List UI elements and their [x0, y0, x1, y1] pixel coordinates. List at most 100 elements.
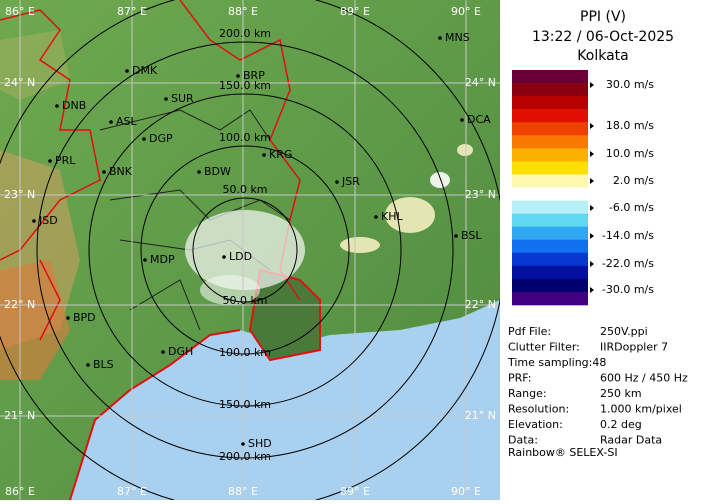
graticule [0, 0, 500, 500]
city-label: BSL [461, 229, 482, 242]
city-dot [438, 36, 442, 40]
info-key: Time sampling:48 [507, 356, 606, 369]
color-swatch [512, 226, 588, 241]
city-label: BNK [109, 165, 133, 178]
scale-label: -30.0 m/s [602, 283, 654, 296]
city-label: LDD [229, 250, 252, 263]
info-key: Pdf File: [508, 325, 551, 338]
info-key: Resolution: [508, 403, 569, 416]
lon-label: 86° E [5, 485, 35, 498]
lon-label: 88° E [228, 485, 258, 498]
city-dot [262, 153, 266, 157]
color-swatch [512, 83, 588, 97]
city-label: KHL [381, 210, 403, 223]
info-value: 600 Hz / 450 Hz [600, 372, 688, 385]
panel-footer: Rainbow® SELEX-SI [508, 446, 618, 459]
info-value: 1.000 km/pixel [600, 403, 682, 416]
city-dot [32, 219, 36, 223]
radar-echo [185, 144, 473, 305]
city-dot [335, 180, 339, 184]
color-swatch [512, 109, 588, 123]
city-dot [125, 69, 129, 73]
city-dot [460, 118, 464, 122]
color-swatch [512, 278, 588, 293]
lon-label: 87° E [117, 485, 147, 498]
city-label: ASL [116, 115, 138, 128]
info-value: 0.2 deg [600, 418, 642, 431]
panel-title: PPI (V) [580, 9, 626, 25]
lon-label: 90° E [451, 485, 481, 498]
city-label: DCA [467, 113, 491, 126]
city-label: SHD [248, 437, 272, 450]
city-label: MDP [150, 253, 175, 266]
sea [0, 300, 500, 500]
info-value: Radar Data [600, 434, 662, 447]
ring-label: 150.0 km [219, 398, 271, 411]
city-dot [164, 97, 168, 101]
scale-label: 2.0 m/s [613, 174, 654, 187]
city-dot [109, 120, 113, 124]
city-dot [236, 74, 240, 78]
scale-tick [590, 205, 594, 211]
lat-label: 21° N [465, 409, 496, 422]
lat-label: 21° N [4, 409, 35, 422]
lon-label: 88° E [228, 5, 258, 18]
color-swatch [512, 239, 588, 254]
scale-label: 10.0 m/s [606, 147, 654, 160]
info-key: Clutter Filter: [508, 341, 580, 354]
lat-label: 23° N [4, 188, 35, 201]
lat-label: 24° N [4, 76, 35, 89]
city-dot [454, 234, 458, 238]
info-key: Elevation: [508, 418, 563, 431]
lat-label: 22° N [465, 298, 496, 311]
city-dot [241, 442, 245, 446]
city-dot [142, 137, 146, 141]
scale-label: 18.0 m/s [606, 119, 654, 132]
city-label: PRL [55, 154, 76, 167]
city-label: MNS [445, 31, 470, 44]
color-swatch [512, 291, 588, 306]
info-value: 250 km [600, 387, 642, 400]
color-swatch [512, 122, 588, 136]
scale-tick [590, 261, 594, 267]
color-swatch [512, 174, 588, 188]
city-label: DGH [168, 345, 193, 358]
city-label: BDW [204, 165, 231, 178]
city-dot [374, 215, 378, 219]
color-swatch [512, 213, 588, 227]
city-label: BLS [93, 358, 114, 371]
scale-label: -14.0 m/s [602, 229, 654, 242]
scale-tick [590, 287, 594, 293]
lat-label: 24° N [465, 76, 496, 89]
city-label: DMK [132, 64, 158, 77]
color-swatch [512, 161, 588, 175]
city-dot [66, 316, 70, 320]
city-dot [222, 255, 226, 259]
scale-tick [590, 82, 594, 88]
city-dot [161, 350, 165, 354]
city-label: JSD [38, 214, 58, 227]
city-label: SUR [171, 92, 194, 105]
info-key: PRF: [508, 372, 531, 385]
scale-label: -6.0 m/s [609, 201, 654, 214]
info-key: Data: [508, 434, 538, 447]
ring-label: 50.0 km [222, 183, 267, 196]
info-value: IIRDoppler 7 [600, 341, 668, 354]
map [0, 0, 506, 504]
lon-label: 86° E [5, 5, 35, 18]
lat-label: 23° N [465, 188, 496, 201]
lon-label: 87° E [117, 5, 147, 18]
info-key: Range: [508, 387, 547, 400]
lat-label: 22° N [4, 298, 35, 311]
panel-station: Kolkata [577, 48, 628, 64]
city-dot [102, 170, 106, 174]
color-swatch [512, 187, 588, 201]
city-dot [48, 159, 52, 163]
ring-label: 200.0 km [219, 27, 271, 40]
ring-label: 50.0 km [222, 294, 267, 307]
scale-tick [590, 123, 594, 129]
color-swatch [512, 70, 588, 84]
scale-tick [590, 233, 594, 239]
sundarbans [248, 268, 321, 362]
